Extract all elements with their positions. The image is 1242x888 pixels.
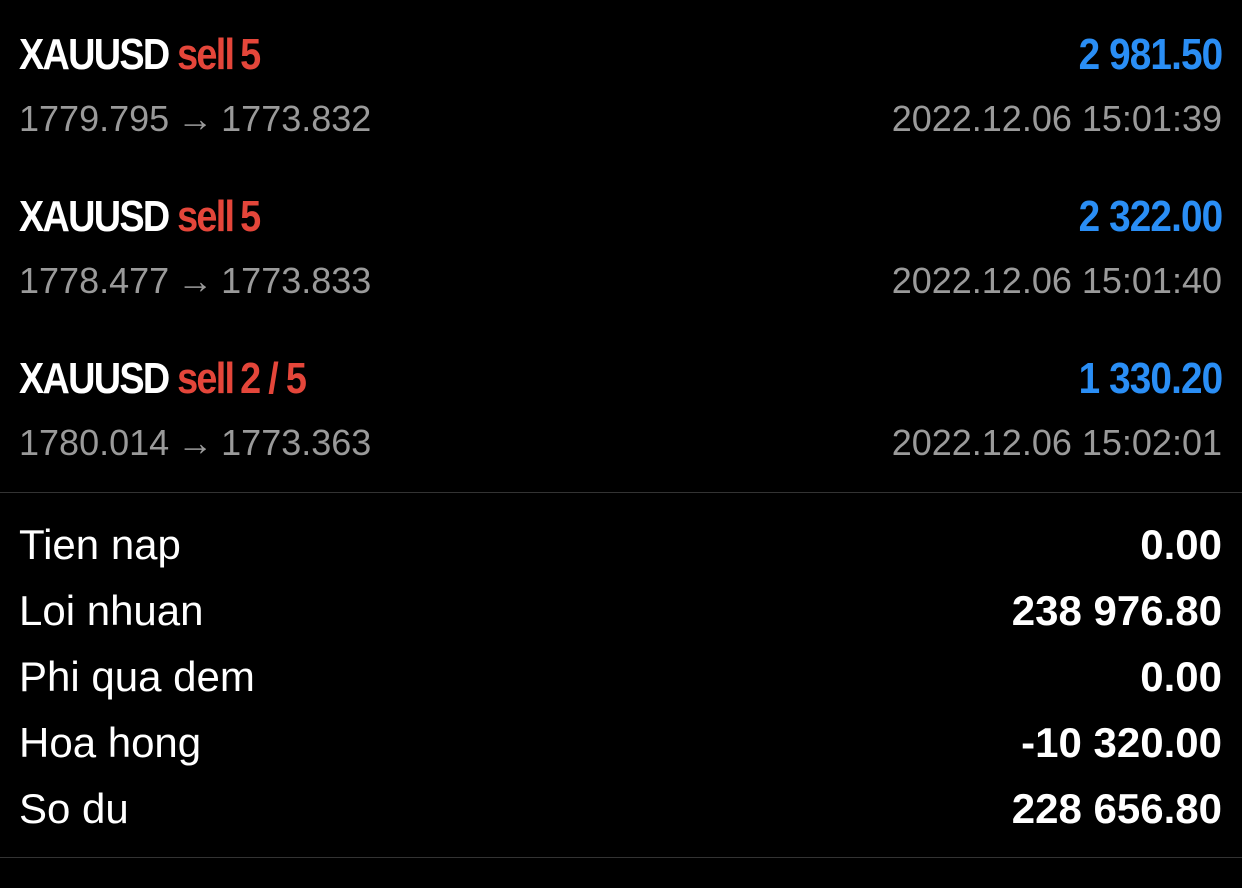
arrow-right-icon: → [177, 422, 214, 463]
trade-open-price: 1779.795 [19, 98, 170, 139]
summary-label: So du [19, 785, 129, 832]
trade-item[interactable]: XAUUSD sell 5 2 322.00 1778.477 → 1773.833 2… [0, 162, 1242, 324]
trade-profit: 2 322.00 [1078, 192, 1223, 241]
summary-row-balance: So du 228 656.80 [19, 776, 1222, 842]
trade-header: XAUUSD sell 5 2 322.00 [19, 192, 1223, 248]
summary-row-deposit: Tien nap 0.00 [19, 512, 1222, 578]
section-divider [0, 492, 1242, 493]
trade-title: XAUUSD sell 5 [19, 30, 261, 80]
trade-header: XAUUSD sell 2 / 5 1 330.20 [19, 354, 1223, 410]
arrow-right-icon: → [177, 98, 214, 139]
trade-item[interactable]: XAUUSD sell 5 2 981.50 1779.795 → 1773.832 2… [0, 0, 1242, 162]
trade-close-price: 1773.832 [221, 98, 372, 139]
trade-side: sell [177, 30, 235, 79]
trade-profit: 2 981.50 [1078, 30, 1223, 79]
trade-prices: 1778.477 → 1773.833 [19, 260, 371, 302]
summary-value: 0.00 [1140, 521, 1222, 568]
summary-value: 0.00 [1140, 653, 1222, 700]
trade-side: sell [177, 354, 235, 403]
arrow-right-icon: → [177, 260, 214, 301]
trade-volume: 2 / 5 [240, 354, 307, 403]
trade-open-price: 1778.477 [19, 260, 170, 301]
trade-close-price: 1773.833 [221, 260, 372, 301]
summary-label: Loi nhuan [19, 587, 204, 634]
trade-profit: 1 330.20 [1078, 354, 1223, 403]
trade-details: 1778.477 → 1773.833 2022.12.06 15:01:40 [19, 260, 1222, 304]
summary-value: 228 656.80 [1011, 785, 1222, 832]
trade-symbol: XAUUSD [19, 30, 170, 79]
trade-title: XAUUSD sell 2 / 5 [19, 354, 307, 404]
section-divider [0, 857, 1242, 858]
trade-prices: 1779.795 → 1773.832 [19, 98, 371, 140]
trade-close-price: 1773.363 [221, 422, 372, 463]
summary-label: Hoa hong [19, 719, 202, 766]
trade-volume: 5 [240, 30, 261, 79]
summary-value: -10 320.00 [1021, 719, 1222, 766]
summary-label: Tien nap [19, 521, 181, 568]
trade-title: XAUUSD sell 5 [19, 192, 261, 242]
trade-time: 2022.12.06 15:01:39 [891, 98, 1222, 139]
trade-volume: 5 [240, 192, 261, 241]
trade-open-price: 1780.014 [19, 422, 170, 463]
summary-row-swap: Phi qua dem 0.00 [19, 644, 1222, 710]
summary-value: 238 976.80 [1011, 587, 1222, 634]
trade-prices: 1780.014 → 1773.363 [19, 422, 371, 464]
trade-header: XAUUSD sell 5 2 981.50 [19, 30, 1223, 86]
trade-details: 1780.014 → 1773.363 2022.12.06 15:02:01 [19, 422, 1222, 466]
trade-symbol: XAUUSD [19, 192, 170, 241]
trade-side: sell [177, 192, 235, 241]
trade-time: 2022.12.06 15:01:40 [891, 260, 1222, 301]
summary-label: Phi qua dem [19, 653, 255, 700]
trade-time: 2022.12.06 15:02:01 [891, 422, 1222, 463]
summary-row-profit: Loi nhuan 238 976.80 [19, 578, 1222, 644]
trade-details: 1779.795 → 1773.832 2022.12.06 15:01:39 [19, 98, 1222, 142]
summary-row-commission: Hoa hong -10 320.00 [19, 710, 1222, 776]
trade-item[interactable]: XAUUSD sell 2 / 5 1 330.20 1780.014 → 1773.3… [0, 324, 1242, 486]
trade-symbol: XAUUSD [19, 354, 170, 403]
